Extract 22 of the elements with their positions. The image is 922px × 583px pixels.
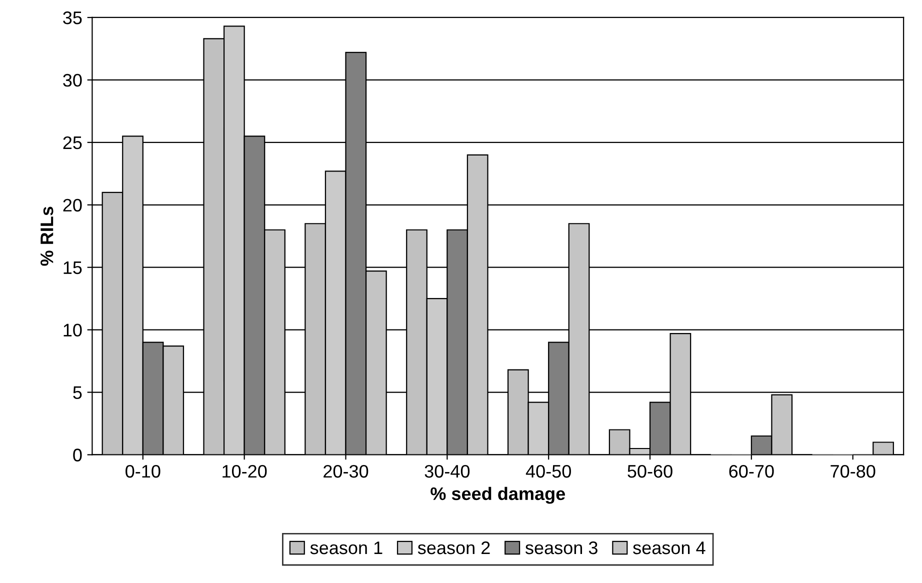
- y-tick-label: 5: [73, 386, 82, 399]
- x-tick-label: 70-80: [830, 464, 876, 478]
- y-tick-label: 0: [73, 448, 82, 462]
- x-tick-label: 60-70: [729, 464, 774, 478]
- x-tick-label: 50-60: [628, 464, 672, 478]
- y-tick-label: 10: [64, 324, 82, 337]
- x-axis-title: % seed damage: [430, 486, 566, 504]
- x-tick-label: 40-50: [526, 464, 571, 478]
- y-axis-title: % RILs: [40, 206, 54, 266]
- x-tick-label: 10-20: [222, 464, 267, 478]
- y-tick-label: 30: [63, 74, 82, 87]
- legend-label: season 3: [525, 541, 598, 554]
- y-tick-label: 20: [63, 198, 82, 212]
- y-tick-label: 35: [63, 11, 82, 24]
- legend-label: season 2: [418, 541, 490, 554]
- x-tick-label: 20-30: [324, 464, 368, 478]
- x-tick-label: 30-40: [424, 464, 470, 478]
- y-tick-label: 25: [63, 136, 82, 150]
- y-tick-label: 15: [64, 261, 82, 274]
- legend-label: season 1: [310, 542, 382, 554]
- x-tick-label: 0-10: [126, 464, 160, 478]
- legend-label: season 4: [633, 542, 706, 554]
